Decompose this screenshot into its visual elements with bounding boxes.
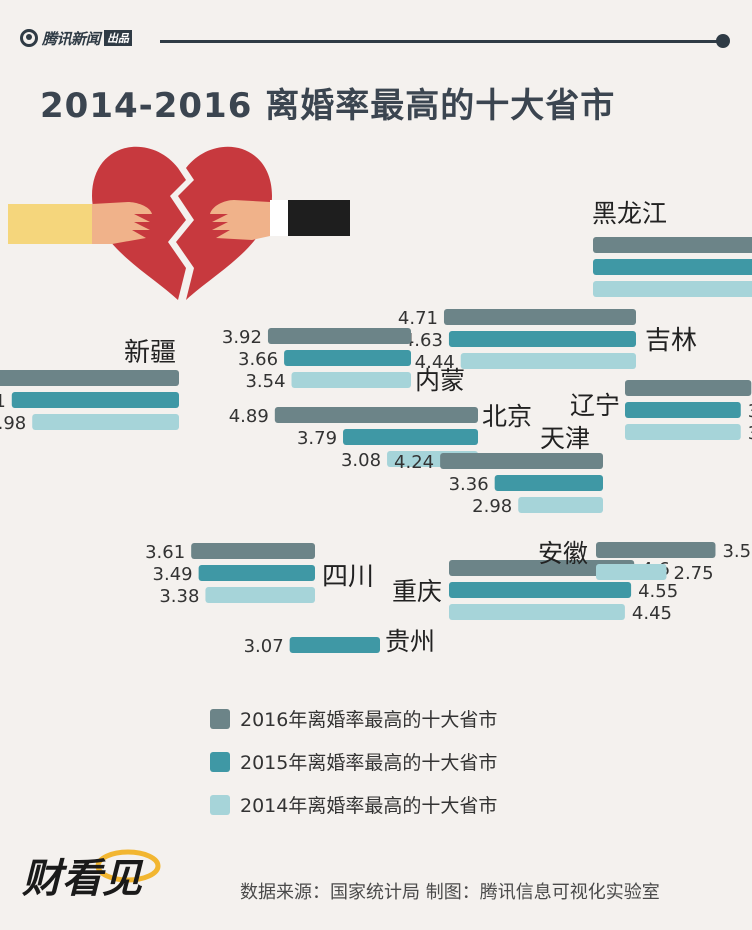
bar-黑龙江-2016 [593, 237, 752, 253]
bar-天津-2015 [494, 475, 603, 491]
bar-辽宁-2016 [625, 380, 752, 396]
bar-四川-2014 [205, 587, 315, 603]
value-label-吉林-2015: 4.63 [403, 330, 443, 351]
bar-北京-2016 [274, 407, 478, 423]
province-label-内蒙: 内蒙 [415, 366, 465, 395]
bar-贵州-2015 [289, 637, 380, 653]
legend-item-2016: 2016年离婚率最高的十大省市 [210, 705, 497, 732]
value-label-吉林-2016: 4.71 [398, 308, 438, 329]
province-label-重庆: 重庆 [392, 577, 442, 606]
right-cuff-icon [270, 200, 288, 236]
bar-黑龙江-2014 [593, 281, 752, 297]
value-label-重庆-2014: 4.45 [632, 603, 672, 624]
bar-内蒙-2015 [284, 350, 411, 366]
logo-wordmark: 财看见 [22, 856, 144, 902]
value-label-四川-2016: 3.61 [145, 542, 185, 563]
caikanjian-logo: 财看见 [22, 849, 161, 902]
right-sleeve-icon [286, 200, 350, 236]
header-rule [160, 40, 722, 43]
value-label-北京-2015: 3.79 [297, 428, 337, 449]
value-label-内蒙-2016: 3.92 [222, 327, 262, 348]
province-label-安徽: 安徽 [538, 539, 588, 568]
value-label-天津-2016: 4.24 [394, 452, 434, 473]
legend-label-2016: 2016年离婚率最高的十大省市 [240, 709, 498, 731]
brand-tag: 出品 [104, 30, 133, 46]
bar-新疆-2015 [11, 392, 180, 408]
legend-swatch-2016 [210, 708, 230, 729]
province-label-吉林: 吉林 [645, 326, 697, 356]
value-label-安徽-2016: 3.54 [722, 541, 752, 562]
value-label-内蒙-2015: 3.66 [238, 349, 278, 370]
value-label-四川-2015: 3.49 [153, 564, 193, 585]
legend-item-2015: 2015年离婚率最高的十大省市 [210, 748, 497, 775]
value-label-贵州-2015: 3.07 [244, 636, 284, 657]
value-label-新疆-2015: 4.31 [0, 391, 6, 412]
bar-四川-2015 [198, 565, 315, 581]
province-label-天津: 天津 [540, 424, 590, 453]
legend-label-2015: 2015年离婚率最高的十大省市 [240, 752, 498, 774]
value-label-北京-2016: 4.89 [229, 406, 269, 427]
bar-重庆-2014 [449, 604, 625, 620]
heart-left-half-icon [92, 146, 186, 300]
bar-黑龙江-2015 [593, 259, 752, 275]
value-label-重庆-2015: 4.55 [638, 581, 678, 602]
bar-安徽-2016 [596, 542, 716, 558]
brand-header: 腾讯新闻 出品 [20, 26, 133, 50]
value-label-天津-2014: 2.98 [472, 496, 512, 517]
value-label-北京-2014: 3.08 [341, 450, 381, 471]
value-label-天津-2015: 3.36 [449, 474, 489, 495]
value-label-内蒙-2014: 3.54 [245, 371, 285, 392]
province-label-辽宁: 辽宁 [570, 391, 620, 420]
province-label-新疆: 新疆 [124, 338, 176, 368]
data-source-credit: 数据来源：国家统计局 制图：腾讯信息可视化实验室 [240, 882, 660, 903]
left-hand-icon [92, 202, 152, 244]
legend-swatch-2014 [210, 794, 230, 815]
brand-name: 腾讯新闻 [42, 29, 101, 48]
bar-重庆-2016 [449, 560, 635, 576]
bar-内蒙-2014 [291, 372, 411, 388]
legend-label-2014: 2014年离婚率最高的十大省市 [240, 795, 498, 817]
value-label-吉林-2014: 4.44 [415, 352, 455, 373]
bar-重庆-2015 [449, 582, 632, 598]
legend-item-2014: 2014年离婚率最高的十大省市 [210, 791, 497, 818]
province-label-黑龙江: 黑龙江 [592, 199, 667, 228]
broken-heart-illustration [8, 146, 350, 300]
logo-swoosh-icon [95, 849, 161, 883]
bar-新疆-2016 [0, 370, 179, 386]
bar-安徽-2014 [596, 564, 667, 580]
tencent-news-logo-icon [20, 29, 38, 47]
province-label-四川: 四川 [322, 562, 374, 592]
value-label-辽宁-2015: 3.48 [748, 401, 752, 422]
heart-right-half-icon [176, 146, 272, 300]
bar-新疆-2014 [32, 414, 179, 430]
value-label-辽宁-2014: 3.48 [748, 423, 752, 444]
left-sleeve-icon [8, 204, 96, 244]
bar-吉林-2015 [448, 331, 636, 347]
bar-吉林-2016 [443, 309, 636, 325]
bar-天津-2016 [440, 453, 603, 469]
legend-swatch-2015 [210, 751, 230, 772]
value-label-安徽-2014: 2.75 [674, 563, 714, 584]
value-label-新疆-2014: 3.98 [0, 413, 26, 434]
bar-内蒙-2016 [267, 328, 411, 344]
chart-title: 2014-2016 离婚率最高的十大省市 [40, 86, 616, 126]
province-label-贵州: 贵州 [385, 627, 435, 656]
bar-辽宁-2014 [625, 424, 741, 440]
right-hand-icon [210, 200, 270, 240]
bar-辽宁-2015 [625, 402, 741, 418]
bar-天津-2014 [518, 497, 603, 513]
value-label-四川-2014: 3.38 [159, 586, 199, 607]
province-label-北京: 北京 [482, 402, 532, 431]
bar-四川-2016 [191, 543, 315, 559]
bar-吉林-2014 [460, 353, 636, 369]
bar-北京-2015 [343, 429, 478, 445]
header-rule-dot [716, 34, 730, 48]
